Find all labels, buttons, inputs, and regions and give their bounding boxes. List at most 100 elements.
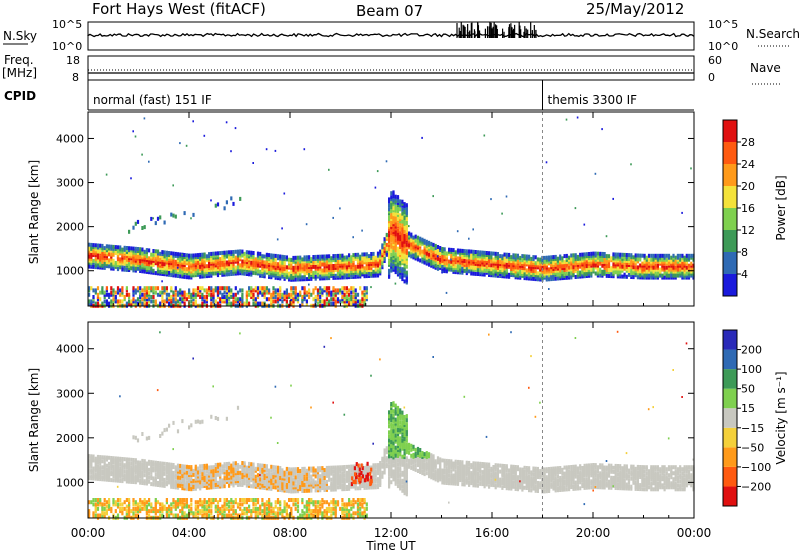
power-cell [136, 266, 140, 271]
power-cell [343, 299, 346, 304]
velocity-cell [154, 460, 157, 465]
power-cell [279, 295, 282, 299]
power-cell [405, 242, 408, 247]
power-cell [594, 271, 597, 276]
velocity-cell [256, 511, 260, 516]
power-cell [665, 265, 668, 270]
velocity-cell [201, 504, 204, 509]
power-cell [225, 200, 228, 205]
power-cell [434, 263, 437, 268]
velocity-cell [199, 502, 202, 507]
velocity-cell [196, 478, 200, 483]
velocity-cell [136, 504, 140, 509]
power-cell [405, 225, 408, 229]
power-cell [174, 299, 177, 304]
power-cell [279, 254, 282, 259]
velocity-cell [185, 470, 188, 475]
velocity-cell [112, 498, 115, 502]
velocity-cell [214, 506, 217, 511]
power-cell [674, 265, 677, 270]
power-cell [441, 247, 444, 251]
velocity-cell [216, 504, 220, 509]
power-cell [248, 286, 251, 291]
power-cell [354, 274, 357, 279]
power-cell [128, 292, 131, 297]
power-cell [125, 301, 128, 306]
power-cell [430, 241, 433, 246]
velocity-cell [201, 472, 204, 477]
velocity-cell [212, 500, 215, 505]
power-cell [263, 272, 266, 277]
power-cell [381, 257, 384, 262]
power-cell [132, 292, 135, 297]
velocity-cell [148, 502, 151, 507]
power-cell [225, 288, 228, 293]
velocity-cell [174, 479, 177, 484]
power-cell [339, 253, 342, 258]
power-cell [610, 256, 613, 261]
power-cell [263, 288, 266, 293]
power-cell [328, 264, 331, 269]
velocity-cell [121, 511, 124, 516]
power-cell [312, 260, 315, 265]
power-cell [468, 269, 471, 274]
velocity-cell [172, 500, 175, 505]
power-cell [339, 288, 342, 293]
power-cell [456, 230, 459, 233]
velocity-cell [216, 506, 220, 511]
power-cell [288, 292, 291, 297]
power-cell [236, 299, 240, 304]
power-cell [176, 290, 180, 295]
power-cell [554, 276, 557, 281]
power-cell [456, 264, 460, 269]
power-cell [239, 249, 242, 254]
power-cell [276, 299, 280, 304]
velocity-cell [148, 459, 151, 464]
velocity-cell [132, 513, 135, 518]
power-cell [196, 292, 200, 297]
velocity-cell [108, 502, 111, 507]
velocity-cell [101, 469, 104, 474]
power-cell [92, 249, 95, 254]
power-cell [654, 263, 657, 268]
power-cell [556, 256, 559, 261]
power-cell [154, 249, 157, 254]
power-cell [145, 248, 148, 253]
power-cell [150, 299, 153, 304]
power-cell [205, 254, 208, 259]
velocity-cell [250, 476, 253, 481]
power-cell [145, 292, 148, 297]
velocity-cell [103, 457, 106, 462]
velocity-cell [108, 461, 111, 466]
power-cell [394, 204, 397, 209]
power-cell [216, 286, 220, 291]
power-cell [390, 230, 393, 235]
power-cell [416, 239, 420, 244]
velocity-cell [94, 513, 97, 518]
power-cell [328, 292, 331, 297]
power-cell [310, 292, 313, 297]
power-cell [112, 297, 115, 302]
power-cell [190, 295, 193, 299]
power-cell [352, 301, 355, 306]
power-cell [328, 258, 331, 263]
power-cell [296, 261, 300, 266]
power-cell [643, 253, 646, 258]
power-cell [148, 248, 151, 253]
power-cell [365, 252, 368, 257]
power-cell [428, 252, 431, 257]
power-cell [456, 248, 460, 253]
velocity-cell [236, 513, 240, 518]
velocity-cell [141, 479, 144, 483]
velocity-cell [176, 502, 180, 507]
velocity-cell [243, 500, 246, 505]
power-cell [572, 253, 575, 258]
power-cell [134, 299, 137, 304]
velocity-cell [130, 461, 133, 466]
power-cell [96, 243, 100, 248]
power-cell [263, 254, 266, 259]
power-cell [296, 292, 300, 297]
power-cell [316, 297, 320, 302]
power-cell [405, 264, 408, 269]
power-cell [650, 257, 653, 262]
